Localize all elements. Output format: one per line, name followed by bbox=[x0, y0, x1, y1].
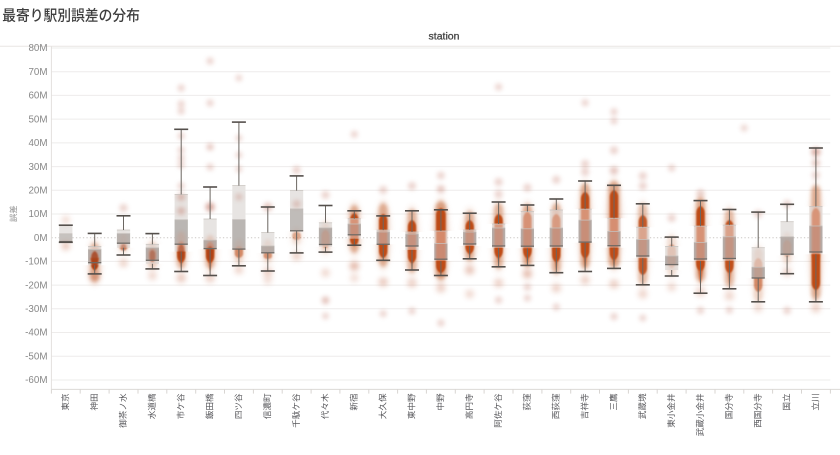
svg-text:80M: 80M bbox=[28, 43, 47, 54]
svg-text:-50M: -50M bbox=[25, 351, 47, 362]
svg-text:20M: 20M bbox=[28, 186, 47, 197]
svg-text:70M: 70M bbox=[28, 67, 47, 78]
svg-text:-20M: -20M bbox=[25, 280, 47, 291]
svg-text:0M: 0M bbox=[34, 233, 48, 244]
svg-text:-10M: -10M bbox=[25, 257, 47, 268]
svg-text:50M: 50M bbox=[28, 114, 47, 125]
svg-text:10M: 10M bbox=[28, 209, 47, 220]
svg-text:60M: 60M bbox=[28, 91, 47, 102]
svg-text:-30M: -30M bbox=[25, 304, 47, 315]
svg-text:-40M: -40M bbox=[25, 328, 47, 339]
svg-text:station: station bbox=[429, 31, 460, 43]
svg-text:30M: 30M bbox=[28, 162, 47, 173]
svg-text:40M: 40M bbox=[28, 138, 47, 149]
svg-text:-60M: -60M bbox=[25, 375, 47, 386]
